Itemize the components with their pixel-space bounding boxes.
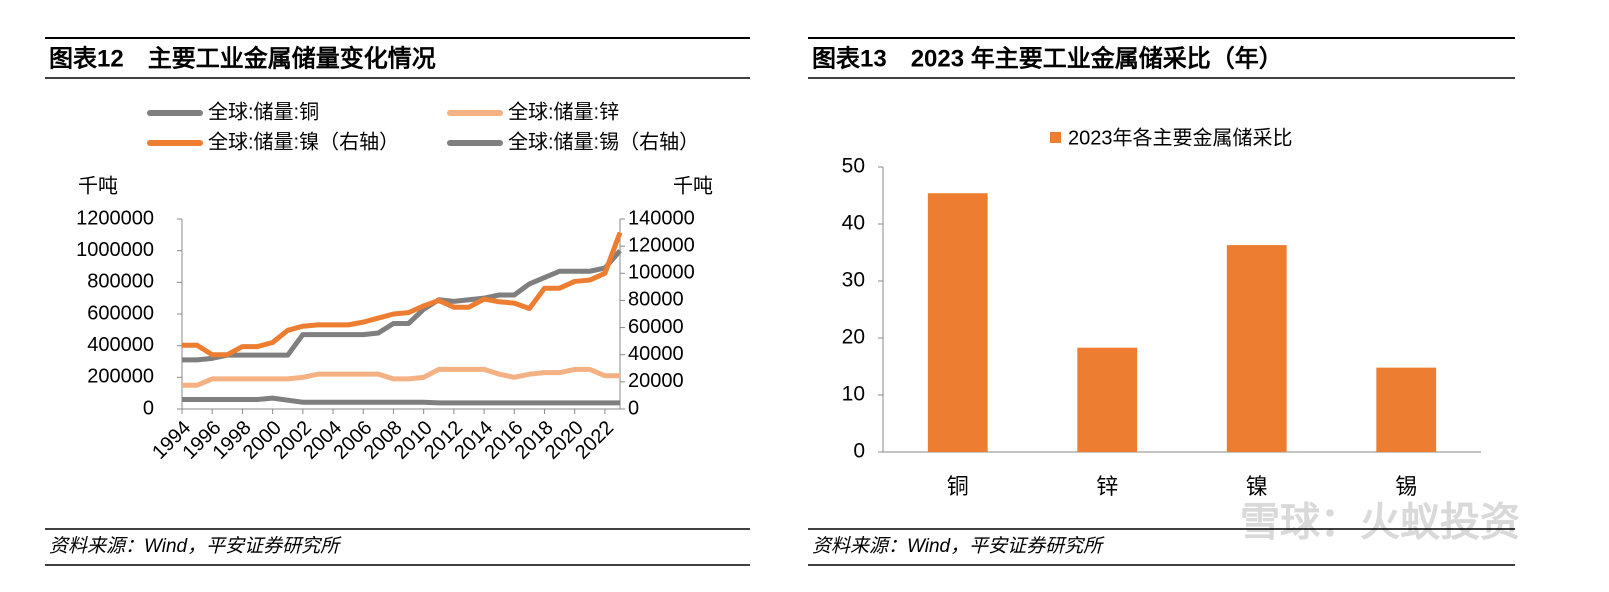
y-tick-label: 400000 — [87, 334, 154, 356]
y2-axis-label: 千吨 — [673, 174, 713, 197]
series-line — [182, 366, 620, 388]
y-axis-label: 千吨 — [78, 174, 118, 197]
y2-tick-label: 100000 — [628, 262, 695, 284]
series-line — [182, 231, 623, 358]
y-tick-label: 10 — [842, 383, 865, 406]
x-tick-label: 锌 — [1096, 474, 1118, 499]
legend-label: 全球:储量:铜 — [208, 100, 319, 123]
y2-tick-label: 0 — [628, 397, 639, 419]
series-line — [182, 395, 620, 406]
y-tick-label: 200000 — [87, 366, 154, 388]
y2-tick-label: 40000 — [628, 343, 684, 365]
legend-label: 全球:储量:镍（右轴） — [208, 130, 399, 153]
bar — [927, 193, 988, 452]
source: 资料来源：Wind，平安证券研究所 — [812, 535, 1105, 557]
bar — [1376, 367, 1437, 452]
bar — [1226, 245, 1287, 452]
x-tick-label: 铜 — [947, 474, 969, 499]
y-tick-label: 0 — [853, 440, 865, 463]
y2-tick-label: 60000 — [628, 316, 684, 338]
legend-label: 全球:储量:锡（右轴） — [508, 130, 699, 153]
y-tick-label: 1000000 — [76, 239, 154, 261]
y2-tick-label: 140000 — [628, 207, 695, 229]
bar — [1077, 347, 1138, 452]
watermark: 雪球：火蚁投资 — [1240, 501, 1520, 545]
x-tick-label: 镍 — [1246, 474, 1268, 499]
source: 资料来源：Wind，平安证券研究所 — [49, 535, 342, 557]
panel-title: 图表13 2023 年主要工业金属储采比（年） — [812, 44, 1283, 72]
y-tick-label: 20 — [842, 326, 865, 349]
y-tick-label: 1200000 — [76, 207, 154, 229]
panel-title: 图表12 主要工业金属储量变化情况 — [49, 44, 436, 72]
y-tick-label: 800000 — [87, 271, 154, 293]
y2-tick-label: 80000 — [628, 289, 684, 311]
legend-label: 2023年各主要金属储采比 — [1068, 126, 1293, 149]
y-tick-label: 0 — [143, 397, 154, 419]
y-tick-label: 600000 — [87, 302, 154, 324]
y2-tick-label: 20000 — [628, 370, 684, 392]
series-line — [182, 249, 622, 363]
legend-label: 全球:储量:锌 — [508, 100, 619, 123]
y2-tick-label: 120000 — [628, 234, 695, 256]
legend-swatch — [1050, 132, 1061, 143]
y-tick-label: 30 — [842, 269, 865, 292]
y-tick-label: 40 — [842, 212, 865, 235]
x-tick-label: 锡 — [1395, 474, 1417, 499]
y-tick-label: 50 — [842, 155, 865, 178]
